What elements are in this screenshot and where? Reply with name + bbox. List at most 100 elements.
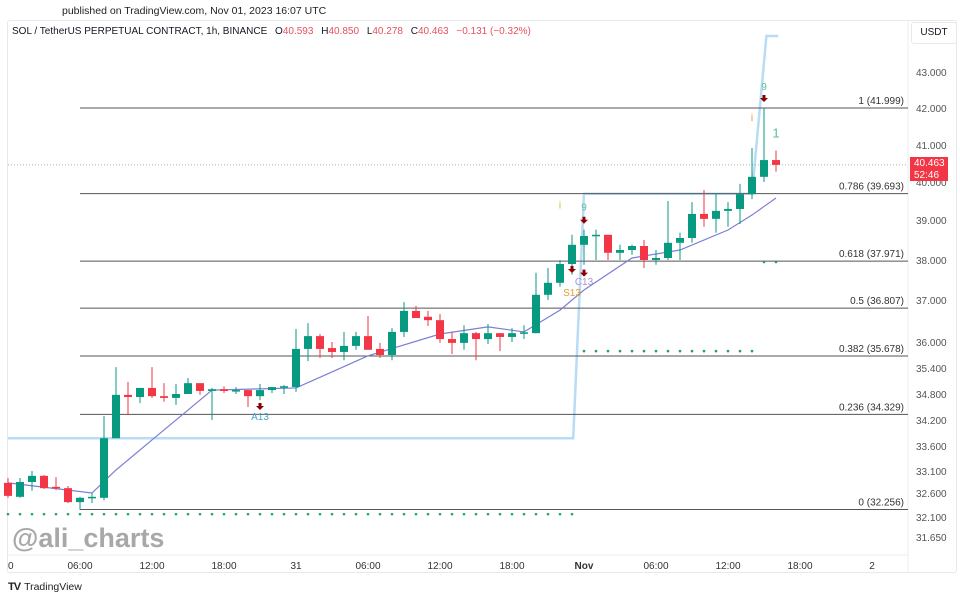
last-price-label: 40.463 52:46: [910, 157, 948, 181]
y-tick-label: 32.600: [916, 489, 947, 500]
candle-up: [232, 390, 240, 392]
close-value: 40.463: [417, 26, 449, 37]
candle-up: [388, 331, 396, 355]
candle-up: [352, 336, 360, 346]
candle-up: [664, 242, 672, 258]
signal-dot: [606, 349, 610, 353]
signal-dot: [474, 512, 478, 516]
signal-dot: [762, 260, 766, 264]
signal-dot: [78, 512, 82, 516]
signal-dot: [414, 512, 418, 516]
candle-down: [496, 333, 504, 337]
y-tick-label: 35.400: [916, 364, 947, 375]
candle-up: [676, 238, 684, 243]
signal-dot: [582, 349, 586, 353]
candle-down: [328, 348, 336, 352]
tradingview-logo-icon: TV: [8, 581, 21, 593]
signal-dot: [558, 512, 562, 516]
candle-up: [748, 176, 756, 195]
signal-dot: [570, 512, 574, 516]
tradingview-logo-text: TradingView: [24, 581, 82, 593]
x-tick-label: 12:00: [427, 561, 452, 572]
high-label: H: [321, 26, 329, 37]
signal-dot: [450, 512, 454, 516]
signal-dot: [318, 512, 322, 516]
open-label: O: [275, 26, 283, 37]
candle-down: [772, 160, 780, 165]
arrow-down-icon: [760, 95, 768, 102]
y-tick-label: 32.100: [916, 513, 947, 524]
currency-button[interactable]: USDT: [911, 22, 957, 44]
candle-down: [412, 310, 420, 319]
signal-dot: [282, 512, 286, 516]
y-tick-label: 33.100: [916, 467, 947, 478]
candle-up: [16, 482, 24, 497]
signal-dot: [30, 512, 34, 516]
signal-dot: [366, 512, 370, 516]
signal-annotation: C13: [575, 277, 594, 288]
fib-level-label: 0.382 (35.678): [839, 344, 904, 355]
x-tick-label: 06:00: [643, 561, 668, 572]
y-tick-label: 38.000: [916, 256, 947, 267]
last-price-value: 40.463: [914, 158, 945, 169]
x-tick-label: 18:00: [211, 561, 236, 572]
candle-up: [304, 336, 312, 349]
high-value: 40.850: [328, 26, 360, 37]
candle-up: [28, 475, 36, 482]
arrow-down-icon: [580, 269, 588, 277]
signal-annotation: i: [751, 113, 753, 124]
signal-dot: [354, 512, 358, 516]
y-tick-label: 40.000: [916, 178, 947, 189]
y-tick-label: 37.000: [916, 296, 947, 307]
candle-up: [292, 348, 300, 388]
y-tick-label: 31.650: [916, 533, 947, 544]
tradingview-footer: TV TradingView: [8, 581, 82, 593]
signal-dot: [438, 512, 442, 516]
signal-annotation: S13: [563, 288, 581, 299]
signal-dot: [342, 512, 346, 516]
signal-dot: [186, 512, 190, 516]
candle-up: [268, 387, 276, 391]
candle-down: [160, 396, 168, 398]
candle-down: [700, 213, 708, 219]
signal-dot: [642, 349, 646, 353]
candle-up: [556, 264, 564, 283]
signal-dot: [6, 512, 10, 516]
candle-up: [400, 310, 408, 332]
signal-dot: [678, 349, 682, 353]
symbol-title[interactable]: SOL / TetherUS PERPETUAL CONTRACT, 1h, B…: [12, 26, 268, 37]
signal-dot: [294, 512, 298, 516]
open-value: 40.593: [282, 26, 314, 37]
signal-dot: [426, 512, 430, 516]
x-tick-label: 0: [8, 561, 14, 572]
candle-up: [112, 394, 120, 439]
candle-down: [436, 320, 444, 340]
candle-down: [124, 394, 132, 398]
signal-dot: [234, 512, 238, 516]
fib-level-label: 0.618 (37.971): [839, 249, 904, 260]
signal-annotation: A13: [251, 412, 269, 423]
candle-up: [652, 258, 660, 260]
step-line: [8, 34, 779, 440]
candle-up: [484, 333, 492, 340]
candle-up: [136, 387, 144, 398]
signal-dot: [522, 512, 526, 516]
candle-up: [760, 160, 768, 177]
x-tick-label: 06:00: [67, 561, 92, 572]
candle-down: [196, 383, 204, 391]
signal-dot: [498, 512, 502, 516]
signal-annotation: 9: [761, 82, 767, 93]
signal-dot: [402, 512, 406, 516]
candle-up: [520, 332, 528, 334]
y-tick-label: 33.600: [916, 442, 947, 453]
candle-up: [184, 383, 192, 394]
candle-down: [316, 336, 324, 349]
close-label: C: [410, 26, 418, 37]
signal-dot: [750, 349, 754, 353]
candle-up: [544, 282, 552, 295]
candle-up: [172, 394, 180, 398]
signal-dot: [378, 512, 382, 516]
arrow-down-icon: [580, 216, 588, 224]
candle-up: [280, 386, 288, 388]
